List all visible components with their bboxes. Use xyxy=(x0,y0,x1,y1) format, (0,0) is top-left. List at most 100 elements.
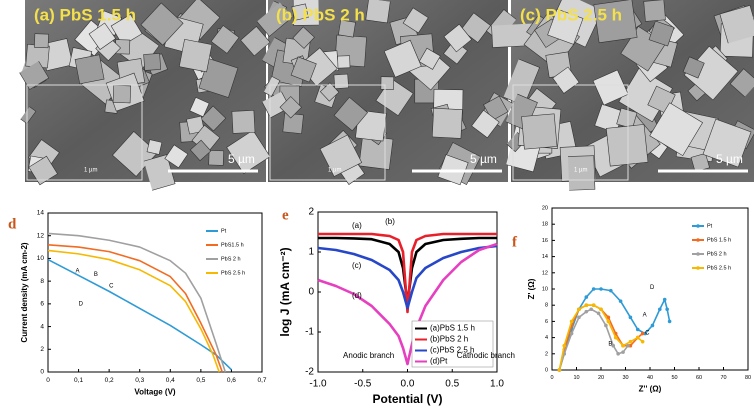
series-marker xyxy=(609,288,613,293)
cube xyxy=(702,118,752,168)
y-tick-label: -2 xyxy=(305,367,314,378)
sem-overlays: (a) PbS 1.5 h (b) PbS 2 h (c) PbS 2.5 h … xyxy=(34,5,748,174)
cube xyxy=(291,3,309,21)
cube xyxy=(292,26,315,49)
panel-label: e xyxy=(282,207,289,223)
series-marker xyxy=(591,303,596,308)
image-label: (a) PbS 1.5 h xyxy=(34,5,136,24)
y-tick-label: 2 xyxy=(545,351,548,357)
cube xyxy=(380,76,394,90)
x-tick-label: 80 xyxy=(745,375,751,381)
legend-label: (b)PbS 2 h xyxy=(430,335,468,344)
cube xyxy=(290,56,317,83)
x-tick-label: 0 xyxy=(550,375,553,381)
series-marker xyxy=(616,352,620,356)
annotation: D xyxy=(650,285,655,291)
annotation: C xyxy=(645,330,650,336)
image-label: (b) PbS 2 h xyxy=(276,5,365,24)
series-line xyxy=(558,304,644,371)
legend-label: PbS 2 h xyxy=(221,256,241,262)
cube xyxy=(189,96,210,118)
x-tick-label: 50 xyxy=(671,375,677,381)
annotation: (b) xyxy=(385,217,395,226)
series-marker xyxy=(584,309,589,314)
y-tick-label: 14 xyxy=(37,210,45,217)
legend-label: (a)PbS 1.5 h xyxy=(430,324,475,333)
series-line xyxy=(47,258,232,371)
cube xyxy=(418,47,441,70)
series-marker xyxy=(662,297,667,302)
series-marker xyxy=(589,307,593,312)
cube xyxy=(333,96,369,132)
x-tick-label: 0,3 xyxy=(135,377,144,384)
annotation: A xyxy=(643,312,647,318)
cube xyxy=(189,139,212,162)
panel-label: d xyxy=(8,216,17,232)
legend-label: Pt xyxy=(707,223,713,229)
series-line xyxy=(318,232,497,314)
x-tick-label: 0,6 xyxy=(227,377,236,384)
x-axis-label: Z'' (Ω) xyxy=(639,385,662,394)
series-marker xyxy=(658,307,662,312)
cube xyxy=(648,20,675,47)
inset-frame xyxy=(269,84,386,181)
y-tick-label: 12 xyxy=(542,270,548,276)
series-marker xyxy=(628,315,633,320)
cube xyxy=(198,58,239,98)
cube xyxy=(178,38,213,73)
legend-label: (d)Pt xyxy=(430,357,448,366)
annotation: Cathodic branch xyxy=(457,351,515,360)
cube xyxy=(682,56,705,79)
cube xyxy=(28,155,58,186)
x-tick-label: 60 xyxy=(696,375,702,381)
legend-label: (c)PbS 2.5 h xyxy=(430,346,474,355)
x-tick-label: -0.5 xyxy=(354,379,372,390)
cube xyxy=(431,107,463,139)
x-tick-label: 1.0 xyxy=(490,379,504,390)
x-tick-label: 40 xyxy=(647,375,653,381)
series-marker xyxy=(613,335,618,340)
y-tick-label: -1 xyxy=(305,327,314,338)
legend-label: PbS1.5 h xyxy=(221,242,244,248)
cube xyxy=(333,73,349,90)
series-marker xyxy=(557,368,562,372)
legend-marker xyxy=(696,224,700,228)
annotation: C xyxy=(109,283,114,289)
series-line xyxy=(47,232,227,373)
series-marker xyxy=(667,319,672,324)
cube xyxy=(338,19,356,38)
y-tick-label: 20 xyxy=(542,205,548,211)
cube xyxy=(34,33,49,49)
cube xyxy=(146,139,163,155)
y-tick-label: 6 xyxy=(40,301,44,308)
series-marker xyxy=(635,335,640,340)
image-label: (c) PbS 2.5 h xyxy=(520,5,622,24)
y-tick-label: 4 xyxy=(40,323,44,330)
series-marker xyxy=(604,323,608,328)
x-axis-label: Voltage (V) xyxy=(134,388,176,397)
cube xyxy=(186,115,205,135)
legend-label: PbS 2 h xyxy=(707,251,727,257)
legend-label: PbS 2.5 h xyxy=(221,270,245,276)
series-marker xyxy=(665,307,669,312)
x-axis-label: Potential (V) xyxy=(372,392,442,406)
y-tick-label: 10 xyxy=(542,286,548,292)
cube xyxy=(592,69,629,106)
inset-frame xyxy=(512,84,629,181)
series-marker xyxy=(640,339,645,344)
scale-label: 5 µm xyxy=(716,152,743,166)
cube xyxy=(616,107,638,129)
cube xyxy=(402,7,429,34)
y-tick-label: 8 xyxy=(40,278,44,285)
cube xyxy=(337,55,351,69)
y-tick-label: 10 xyxy=(37,255,45,262)
series-marker xyxy=(584,303,589,308)
legend-marker xyxy=(696,252,700,256)
y-tick-label: 0 xyxy=(545,367,548,373)
y-tick-label: 2 xyxy=(308,207,314,218)
y-tick-label: 8 xyxy=(545,303,548,309)
series-marker xyxy=(599,287,603,291)
cube xyxy=(443,23,473,53)
y-tick-label: 4 xyxy=(545,335,548,341)
series-marker xyxy=(640,331,645,336)
